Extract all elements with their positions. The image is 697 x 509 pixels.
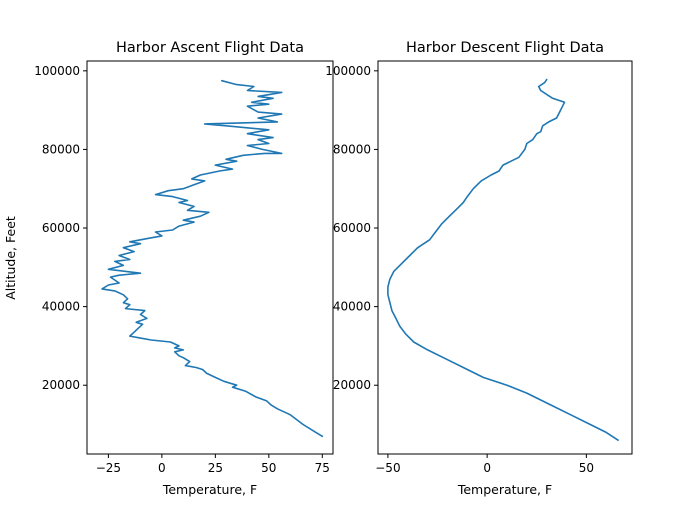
- right-x-tick-label: −50: [375, 461, 400, 475]
- right-y-tick-label: 40000: [333, 300, 371, 314]
- right-y-tick-label: 20000: [333, 378, 371, 392]
- right-y-tick-label: 100000: [325, 64, 371, 78]
- left-y-tick-label: 80000: [42, 142, 80, 156]
- left-x-axis-label: Temperature, F: [162, 482, 257, 497]
- left-x-tick-label: 25: [208, 461, 223, 475]
- right-plot-frame: [377, 60, 633, 455]
- left-y-tick-label: 20000: [42, 378, 80, 392]
- right-x-tick-label: 0: [483, 461, 491, 475]
- left-plot-frame: [86, 60, 334, 455]
- right-chart-title: Harbor Descent Flight Data: [406, 40, 604, 56]
- right-y-tick-label: 80000: [333, 142, 371, 156]
- right-y-tick-label: 60000: [333, 221, 371, 235]
- right-axis-ticks: −50 0 50 20000 40000 60000 80000 100000: [325, 64, 594, 475]
- right-panel: Harbor Descent Flight Data −50 0 50 20000 40…: [325, 40, 633, 497]
- left-series-group: [101, 79, 324, 438]
- left-y-tick-label: 60000: [42, 221, 80, 235]
- left-x-tick-label: −25: [96, 461, 121, 475]
- left-x-tick-label: 75: [315, 461, 330, 475]
- right-series-line: [387, 78, 619, 442]
- left-y-tick-label: 40000: [42, 300, 80, 314]
- left-y-axis-label: Altitude, Feet: [3, 216, 18, 300]
- left-x-tick-label: 50: [261, 461, 276, 475]
- left-chart-title: Harbor Ascent Flight Data: [116, 40, 304, 56]
- right-series-group: [387, 78, 619, 442]
- left-y-tick-label: 100000: [34, 64, 80, 78]
- left-axis-ticks: −25 0 25 50 75 20000 40000 60000 80000 100000: [34, 64, 330, 475]
- left-series-line: [101, 79, 324, 438]
- left-x-tick-label: 0: [158, 461, 166, 475]
- right-x-axis-label: Temperature, F: [457, 482, 552, 497]
- left-panel: Harbor Ascent Flight Data −25 0 25 50 75 2000…: [3, 40, 334, 497]
- right-x-tick-label: 50: [579, 461, 594, 475]
